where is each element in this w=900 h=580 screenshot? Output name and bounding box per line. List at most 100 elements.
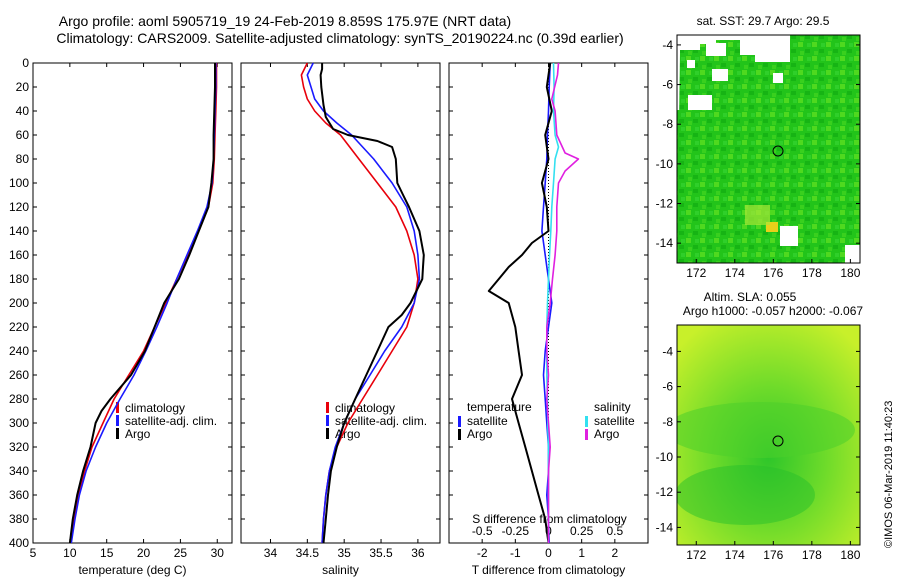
sla-map-y-tick-label: -6 [662,380,673,394]
credit-label: ©IMOS 06-Mar-2019 11:40:23 [883,401,895,548]
figure-title-line1: Argo profile: aoml 5905719_19 24-Feb-201… [59,13,511,29]
sst-map-title: sat. SST: 29.7 Argo: 29.5 [697,14,830,28]
salinity-profile-x-tick-label: 35.5 [369,546,393,560]
depth-tick-label: 200 [9,296,29,310]
legend-label-satellite: satellite-adj. clim. [335,414,427,428]
difference-profile-line-temperature-argo [487,62,553,544]
depth-tick-label: 160 [9,248,29,262]
sst-ocean-lower [677,110,860,263]
sla-map-y-tick-label: -10 [656,450,674,464]
sla-map-y-tick-label: -14 [656,520,674,534]
sst-map-y-tick-label: -14 [656,236,674,250]
legend-swatch-argo [116,428,119,439]
sla-map-title: Altim. SLA: 0.055 [704,290,797,304]
temperature-profile-x-tick-label: 30 [211,546,225,560]
legend-swatch-satellite [116,415,119,426]
sal-diff-tick-label: -0.5 [472,524,493,538]
legend-title-salinity: salinity [594,400,631,414]
sst-cloud-gap-1 [706,43,726,56]
legend-label-sal-satellite: satellite [594,414,635,428]
salinity-profile-line-satellite-adj-clim- [306,62,421,544]
sla-map [677,325,860,545]
sst-cloud-gap-4 [773,73,783,83]
sst-cloud-gap-2 [712,69,728,81]
temperature-profile-x-tick-label: 15 [100,546,114,560]
salinity-profile-frame [240,62,441,544]
sla-map-x-tick-label: 176 [763,548,783,562]
depth-tick-label: 300 [9,416,29,430]
temperature-profile-x-tick-label: 5 [30,546,37,560]
legend-label-temp-satellite: satellite [467,414,508,428]
sst-ocean-top-left [680,50,715,95]
sst-pale-patch [745,205,770,225]
sst-map-x-tick-label: 172 [686,266,706,280]
difference-legend: temperature salinity satellite Argo sate… [458,400,635,441]
sst-map-y-tick-label: -8 [662,117,673,131]
sst-map-x-tick-label: 176 [763,266,783,280]
sla-map-y-tick-label: -8 [662,415,673,429]
depth-tick-label: 280 [9,392,29,406]
sla-map-x-tick-label: 178 [802,548,822,562]
difference-profile-x-tick-label: 1 [578,546,585,560]
depth-tick-label: 260 [9,368,29,382]
sla-band [677,402,855,458]
sst-map-y-tick-label: -4 [662,38,673,52]
depth-tick-label: 140 [9,224,29,238]
sst-map-frame [676,34,861,264]
depth-tick-label: 40 [16,104,30,118]
legend-swatch-satellite [326,415,329,426]
sla-map-x-tick-label: 174 [725,548,745,562]
depth-tick-label: 240 [9,344,29,358]
legend-label-temp-argo: Argo [467,427,493,441]
difference-profile-line-salinity-argo [545,62,580,543]
sst-cloud-gap-3 [687,60,695,68]
depth-tick-label: 220 [9,320,29,334]
difference-profile-x-tick-label: -1 [510,546,521,560]
sst-cloud-gap-5 [780,226,798,246]
sst-argo-marker [772,145,784,157]
temperature-profile-x-tick-label: 20 [137,546,151,560]
sal-diff-tick-label: 0.25 [570,524,594,538]
depth-tick-label: 320 [9,440,29,454]
legend-swatch-temp-satellite [458,416,461,427]
difference-profile-x-tick-label: 0 [545,546,552,560]
temperature-legend: climatology satellite-adj. clim. Argo [116,401,217,441]
depth-tick-label: 20 [16,80,30,94]
salinity-profile-line-argo [319,63,425,544]
depth-tick-label: 380 [9,512,29,526]
legend-swatch-sal-argo [585,429,588,440]
depth-tick-label: 340 [9,464,29,478]
sal-diff-tick-label: -0.25 [502,524,530,538]
difference-profile-x-axis-label: T difference from climatology [472,563,626,577]
sal-diff-axis-label: S difference from climatology [472,512,627,526]
depth-tick-label: 400 [9,536,29,550]
sla-argo-marker [772,435,784,447]
depth-tick-label: 120 [9,200,29,214]
sla-map-subtitle: Argo h1000: -0.057 h2000: -0.067 [683,304,863,318]
legend-label-sal-argo: Argo [594,427,620,441]
legend-label-climatology: climatology [335,401,395,415]
sst-warm-patch [766,222,778,232]
depth-tick-label: 0 [22,56,29,70]
sst-map-y-tick-label: -10 [656,157,674,171]
depth-tick-label: 80 [16,152,30,166]
legend-label-argo: Argo [125,427,151,441]
sla-map-x-tick-label: 172 [686,548,706,562]
temperature-profile-line-argo [68,63,216,544]
legend-swatch-temp-argo [458,429,461,440]
sst-cloud-gap-6 [845,245,860,263]
temperature-profile-x-tick-label: 25 [174,546,188,560]
temperature-profile-x-tick-label: 10 [63,546,77,560]
sst-map-x-tick-label: 174 [725,266,745,280]
salinity-profile-x-axis-label: salinity [322,563,359,577]
sst-map-x-tick-label: 178 [802,266,822,280]
sst-ocean-right [812,35,858,110]
legend-swatch-sal-satellite [585,416,588,427]
difference-profile-x-tick-label: -2 [477,546,488,560]
legend-label-climatology: climatology [125,401,185,415]
legend-swatch-argo [326,428,329,439]
salinity-profile-x-tick-label: 36 [411,546,425,560]
sla-map-y-tick-label: -4 [662,344,673,358]
sla-low [677,465,815,525]
